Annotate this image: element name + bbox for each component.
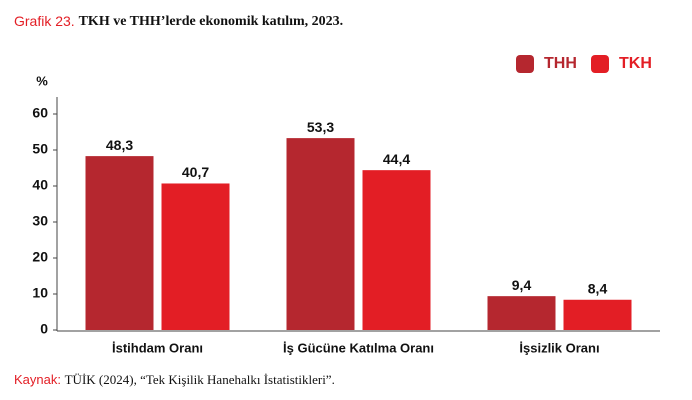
- bar: [362, 170, 431, 330]
- source: Kaynak: TÜİK (2024), “Tek Kişilik Haneha…: [14, 372, 335, 387]
- legend-swatch: [516, 55, 534, 73]
- chart-title: Grafik 23. TKH ve THH’lerde ekonomik kat…: [14, 13, 343, 30]
- y-tick-label: 20: [32, 249, 48, 265]
- title-text: TKH ve THH’lerde ekonomik katılım, 2023.: [79, 14, 344, 29]
- y-tick-label: 0: [40, 321, 48, 337]
- source-label: Kaynak:: [14, 372, 61, 387]
- y-tick-label: 40: [32, 177, 48, 193]
- bar: [286, 138, 355, 330]
- bar: [85, 156, 154, 330]
- y-tick-label: 60: [32, 105, 48, 121]
- legend-label: TKH: [619, 55, 652, 72]
- legend-swatch: [591, 55, 609, 73]
- value-label: 53,3: [307, 119, 334, 135]
- x-tick-label: İşsizlik Oranı: [519, 340, 599, 355]
- bar: [563, 299, 632, 330]
- y-tick-label: 10: [32, 285, 48, 301]
- y-tick-label: 30: [32, 213, 48, 229]
- title-prefix: Grafik 23.: [14, 13, 75, 29]
- value-label: 8,4: [588, 280, 608, 296]
- x-tick-label: İstihdam Oranı: [112, 340, 203, 355]
- source-text: TÜİK (2024), “Tek Kişilik Hanehalkı İsta…: [65, 372, 335, 387]
- y-tick-label: 50: [32, 141, 48, 157]
- legend-label: THH: [544, 55, 577, 72]
- x-tick-label: İş Gücüne Katılma Oranı: [283, 340, 434, 355]
- value-label: 40,7: [182, 164, 209, 180]
- y-axis-label: %: [36, 73, 48, 88]
- bar: [161, 183, 230, 330]
- value-label: 48,3: [106, 137, 133, 153]
- bar: [487, 296, 556, 330]
- value-label: 44,4: [383, 151, 410, 167]
- value-label: 9,4: [512, 277, 532, 293]
